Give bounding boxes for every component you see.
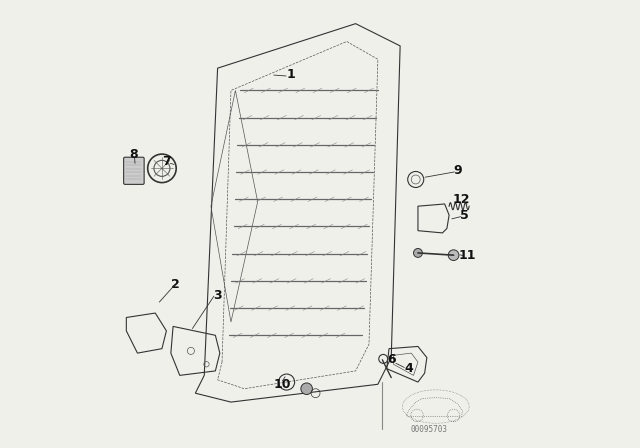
Text: 6: 6 <box>387 353 396 366</box>
Text: 1: 1 <box>287 69 296 82</box>
Text: 12: 12 <box>453 193 470 206</box>
Circle shape <box>448 250 459 260</box>
Text: 5: 5 <box>460 209 469 222</box>
Text: 7: 7 <box>162 155 171 168</box>
FancyBboxPatch shape <box>124 157 144 185</box>
Text: 11: 11 <box>458 249 476 262</box>
Text: 8: 8 <box>129 148 138 161</box>
Text: 4: 4 <box>404 362 413 375</box>
Circle shape <box>301 383 312 395</box>
Text: 3: 3 <box>213 289 222 302</box>
Text: 00095703: 00095703 <box>411 425 447 434</box>
Text: 9: 9 <box>454 164 462 177</box>
Circle shape <box>413 249 422 258</box>
Text: 10: 10 <box>273 378 291 391</box>
Text: 2: 2 <box>171 278 180 291</box>
